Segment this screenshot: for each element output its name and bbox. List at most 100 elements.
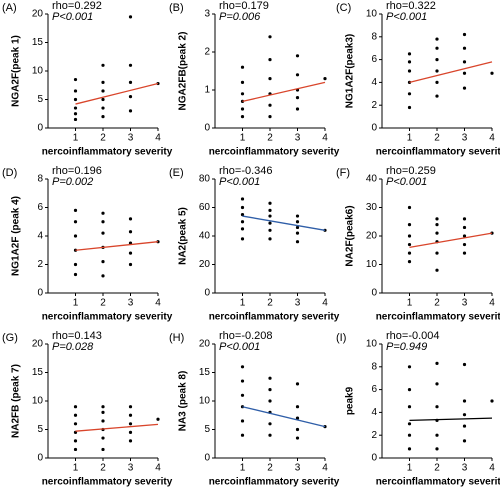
- point: [101, 410, 105, 414]
- point: [407, 422, 412, 426]
- point: [240, 213, 245, 217]
- x-axis-label: nercoinflammatory severity: [42, 147, 173, 158]
- panel-label: (I): [336, 332, 346, 344]
- point: [240, 419, 245, 423]
- fit-line: [242, 406, 326, 428]
- point: [240, 433, 245, 437]
- point: [407, 92, 412, 96]
- point: [295, 416, 300, 420]
- point: [268, 433, 272, 437]
- point: [295, 225, 300, 230]
- point: [101, 447, 105, 452]
- y-tick-label: 40: [366, 174, 378, 185]
- point: [407, 52, 412, 56]
- panel-label: (G): [2, 332, 18, 344]
- x-tick-label: 1: [73, 133, 79, 144]
- point: [128, 262, 133, 267]
- point: [73, 77, 78, 82]
- point: [295, 54, 300, 58]
- point: [128, 230, 133, 234]
- panel-label: (C): [336, 2, 351, 14]
- point: [295, 436, 300, 440]
- x-tick-label: 3: [128, 298, 134, 309]
- point: [435, 361, 439, 365]
- y-tick-label: 20: [199, 259, 211, 270]
- fit-line: [409, 417, 493, 422]
- y-axis-label: NGA2FB(peak 2): [178, 32, 189, 111]
- point: [73, 413, 78, 417]
- y-tick-label: 20: [366, 231, 378, 242]
- point: [462, 399, 467, 403]
- point: [295, 107, 300, 111]
- point: [240, 80, 245, 84]
- point: [462, 32, 467, 37]
- annotation: rho=0.322: [386, 0, 436, 12]
- x-tick-label: 1: [407, 133, 413, 144]
- annotation: P<0.001: [386, 11, 427, 23]
- point: [268, 388, 272, 392]
- x-axis-label: nercoinflammatory severity: [376, 477, 500, 488]
- x-axis-label: nercoinflammatory severity: [42, 312, 173, 323]
- y-axis-label: NA2(peak 5): [178, 207, 189, 265]
- x-tick-label: 1: [407, 463, 413, 474]
- point: [156, 240, 160, 244]
- point: [240, 197, 245, 201]
- y-tick-label: 5: [37, 424, 43, 435]
- point: [435, 217, 439, 221]
- point: [240, 379, 245, 383]
- x-axis-label: nercoinflammatory severity: [376, 147, 500, 158]
- point: [490, 71, 494, 75]
- fit-line: [242, 215, 326, 231]
- x-tick-label: 3: [295, 133, 301, 144]
- point: [407, 105, 412, 110]
- x-tick-label: 3: [462, 133, 468, 144]
- y-tick-label: 4: [371, 77, 377, 88]
- point: [73, 97, 78, 102]
- point: [295, 231, 300, 235]
- panel-label: (D): [2, 167, 17, 179]
- point: [128, 109, 133, 113]
- point: [435, 46, 439, 50]
- x-tick-label: 3: [128, 133, 134, 144]
- point: [462, 86, 467, 90]
- point: [128, 80, 133, 84]
- point: [73, 439, 78, 443]
- fit-line: [409, 61, 493, 84]
- point: [73, 106, 78, 110]
- point: [462, 439, 467, 443]
- point: [73, 272, 78, 277]
- point: [240, 220, 245, 224]
- point: [407, 433, 412, 437]
- y-tick-label: 0: [371, 288, 377, 299]
- annotation: P=0.002: [52, 176, 93, 188]
- point: [295, 405, 300, 409]
- point: [435, 80, 439, 84]
- point: [101, 80, 105, 84]
- y-tick-label: 0: [37, 453, 43, 464]
- point: [101, 260, 105, 264]
- point: [240, 237, 245, 241]
- x-tick-label: 4: [322, 463, 328, 474]
- y-tick-label: 20: [32, 339, 44, 350]
- x-tick-label: 3: [462, 463, 468, 474]
- y-tick-label: 2: [371, 100, 377, 111]
- point: [407, 405, 412, 409]
- point: [73, 117, 78, 122]
- point: [435, 268, 439, 272]
- annotation: P=0.949: [386, 341, 427, 353]
- point: [268, 399, 272, 403]
- fit-line: [75, 423, 159, 432]
- point: [73, 422, 78, 426]
- point: [268, 422, 272, 426]
- x-tick-label: 4: [322, 133, 328, 144]
- point: [128, 413, 133, 417]
- x-tick-label: 4: [489, 463, 495, 474]
- annotation: rho=0.259: [386, 165, 436, 177]
- y-axis-label: NA2F(peak6): [345, 205, 356, 266]
- x-tick-label: 1: [73, 298, 79, 309]
- x-tick-label: 4: [489, 298, 495, 309]
